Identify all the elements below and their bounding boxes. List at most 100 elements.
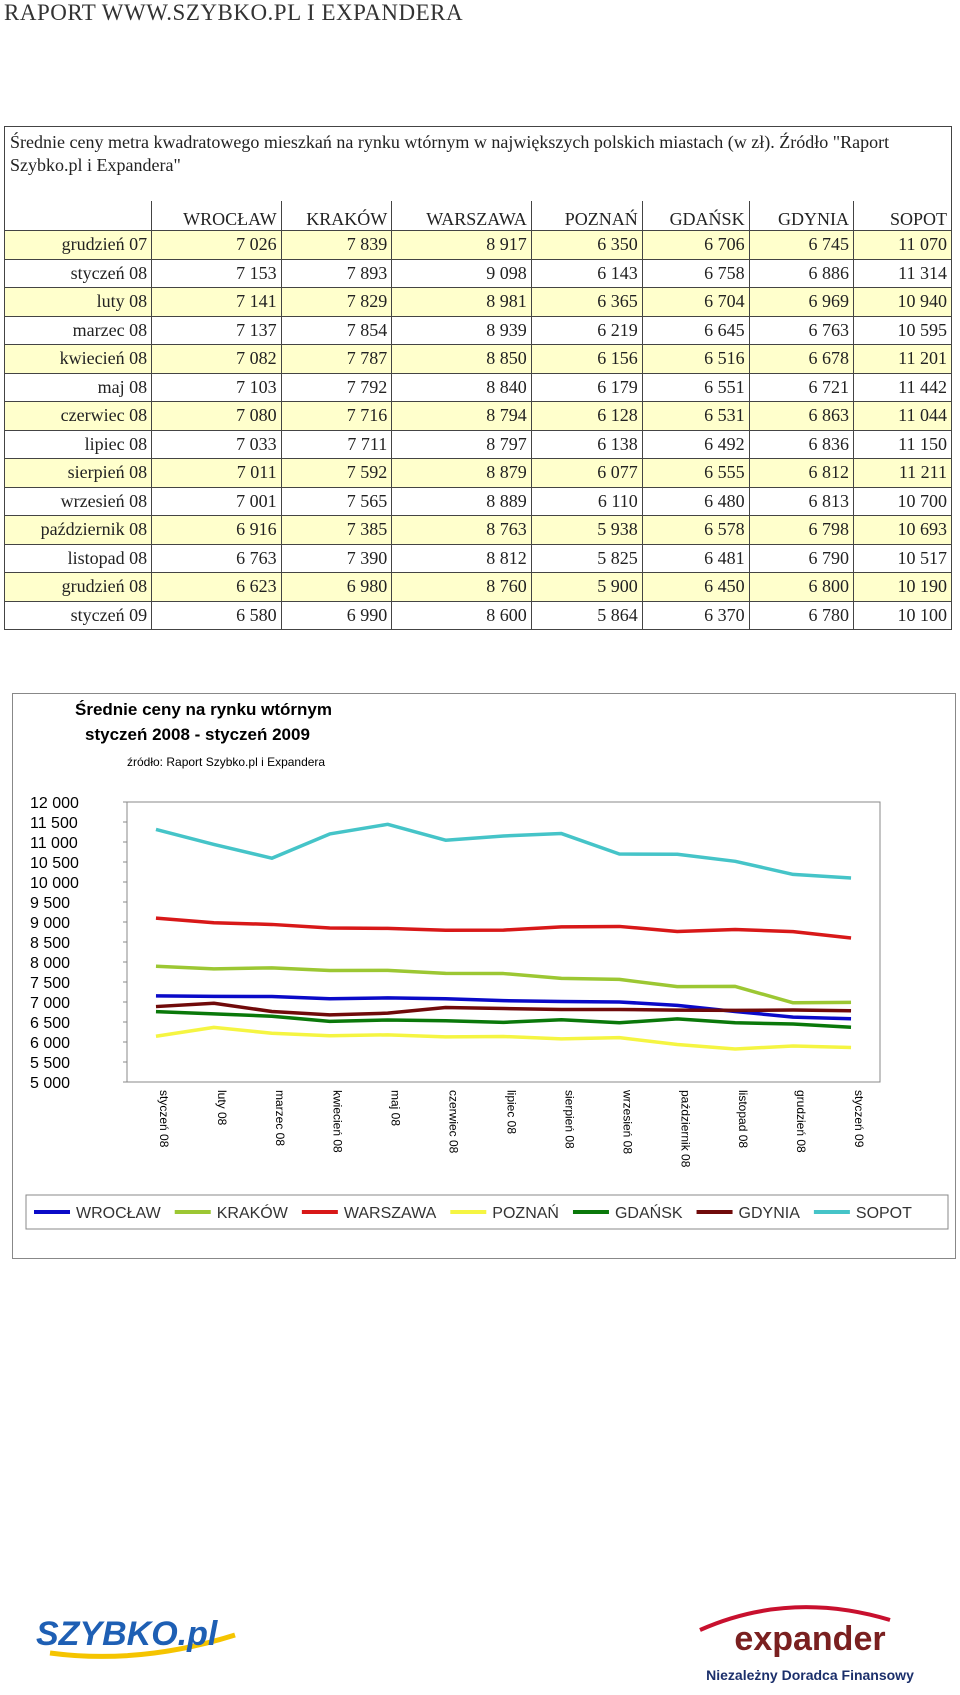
table-cell: 11 314: [852, 258, 953, 288]
table-cell: 10 693: [852, 515, 953, 545]
row-label: czerwiec 08: [3, 401, 153, 431]
table-cell: 6 758: [641, 258, 750, 288]
table-cell: 8 981: [391, 287, 532, 317]
table-cell: 10 517: [852, 543, 953, 573]
table-row: listopad 08 6 763 7 390 8 812 5 825 6 481 6 79…: [3, 543, 953, 573]
header-row: WROCŁAW KRAKÓW WARSZAWA POZNAŃ GDAŃSK GDYNIA S…: [3, 201, 953, 231]
y-tick-label: 9 500: [30, 895, 70, 912]
table-cell: 10 700: [852, 486, 953, 516]
legend-label: KRAKÓW: [217, 1203, 289, 1222]
column-header: GDYNIA: [748, 201, 854, 231]
legend-label: SOPOT: [856, 1205, 912, 1222]
x-tick-label: kwiecień 08: [331, 1090, 345, 1153]
chart: Średnie ceny na rynku wtórnym styczeń 20…: [12, 693, 956, 1259]
table-cell: 8 840: [391, 372, 532, 402]
table-cell: 6 798: [748, 515, 854, 545]
table-cell: 7 390: [280, 543, 393, 573]
table-cell: 6 219: [530, 315, 643, 345]
table-cell: 6 721: [748, 372, 854, 402]
row-label: kwiecień 08: [3, 344, 153, 374]
table-cell: 7 592: [280, 458, 393, 488]
x-tick-label: luty 08: [215, 1090, 229, 1126]
table-cell: 7 565: [280, 486, 393, 516]
table-cell: 6 370: [641, 600, 750, 630]
header-cell: [3, 201, 153, 231]
table-cell: 11 150: [852, 429, 953, 459]
table-cell: 6 645: [641, 315, 750, 345]
table-cell: 7 792: [280, 372, 393, 402]
table-cell: 6 350: [530, 230, 643, 260]
table-cell: 6 678: [748, 344, 854, 374]
x-tick-label: lipiec 08: [505, 1090, 519, 1134]
table-row: maj 08 7 103 7 792 8 840 6 179 6 551 6 721 11 4…: [3, 372, 953, 402]
table-cell: 6 836: [748, 429, 854, 459]
table-cell: 6 555: [641, 458, 750, 488]
series-line: [155, 1001, 852, 1017]
y-tick-label: 11 000: [30, 835, 78, 852]
column-header: WARSZAWA: [391, 201, 532, 231]
table-cell: 5 900: [530, 572, 643, 602]
series-line: [155, 1025, 852, 1051]
table-row: luty 08 7 141 7 829 8 981 6 365 6 704 6 969 10 …: [3, 287, 953, 317]
table-row: czerwiec 08 7 080 7 716 8 794 6 128 6 531 6 86…: [3, 401, 953, 431]
legend-label: GDAŃSK: [615, 1203, 683, 1222]
table-cell: 6 531: [641, 401, 750, 431]
x-tick-label: marzec 08: [273, 1090, 287, 1146]
table-cell: 6 480: [641, 486, 750, 516]
table-cell: 6 580: [151, 600, 282, 630]
table-cell: 6 492: [641, 429, 750, 459]
table-cell: 8 917: [391, 230, 532, 260]
chart-frame: [12, 693, 956, 1259]
row-label: listopad 08: [3, 543, 153, 573]
chart-source: źródło: Raport Szybko.pl i Expandera: [127, 755, 325, 769]
table-cell: 6 980: [280, 572, 393, 602]
price-table: Średnie ceny metra kwadratowego mieszkań…: [3, 126, 953, 630]
table-cell: 6 780: [748, 600, 854, 630]
table-cell: 6 128: [530, 401, 643, 431]
table-row: styczeń 09 6 580 6 990 8 600 5 864 6 370 6 780…: [3, 600, 953, 630]
x-tick-label: wrzesień 08: [620, 1089, 634, 1154]
table-cell: 7 080: [151, 401, 282, 431]
table-cell: 7 141: [151, 287, 282, 317]
x-tick-label: styczeń 09: [852, 1090, 866, 1148]
table-cell: 6 450: [641, 572, 750, 602]
table-cell: 7 082: [151, 344, 282, 374]
table-cell: 6 990: [280, 600, 393, 630]
table-cell: 11 044: [852, 401, 953, 431]
legend-label: GDYNIA: [739, 1205, 801, 1222]
y-tick-label: 7 500: [30, 975, 70, 992]
row-label: grudzień 08: [3, 572, 153, 602]
table-row: grudzień 08 6 623 6 980 8 760 5 900 6 450 6 80…: [3, 572, 953, 602]
row-label: lipiec 08: [3, 429, 153, 459]
column-header: KRAKÓW: [280, 201, 393, 231]
row-label: luty 08: [3, 287, 153, 317]
table-cell: 8 812: [391, 543, 532, 573]
x-tick-label: październik 08: [678, 1090, 692, 1168]
table-cell: 5 825: [530, 543, 643, 573]
y-tick-label: 8 000: [30, 955, 70, 972]
table-cell: 11 070: [852, 230, 953, 260]
table-row: grudzień 07 7 026 7 839 8 917 6 350 6 706 6 74…: [3, 230, 953, 260]
table-cell: 11 442: [852, 372, 953, 402]
table-cell: 6 077: [530, 458, 643, 488]
table-cell: 7 103: [151, 372, 282, 402]
table-cell: 7 033: [151, 429, 282, 459]
table-cell: 8 760: [391, 572, 532, 602]
y-tick-label: 10 500: [30, 855, 79, 872]
table-cell: 8 600: [391, 600, 532, 630]
table-cell: 10 595: [852, 315, 953, 345]
page-title: RAPORT WWW.SZYBKO.PL I EXPANDERA: [4, 0, 464, 25]
table-cell: 10 190: [852, 572, 953, 602]
y-tick-label: 9 000: [30, 915, 70, 932]
logo-text: expander: [734, 1620, 885, 1658]
table-cell: 6 916: [151, 515, 282, 545]
table-cell: 8 889: [391, 486, 532, 516]
table-cell: 6 138: [530, 429, 643, 459]
table-cell: 7 854: [280, 315, 393, 345]
table-cell: 5 864: [530, 600, 643, 630]
table-cell: 6 481: [641, 543, 750, 573]
table-cell: 7 716: [280, 401, 393, 431]
table-cell: 6 143: [530, 258, 643, 288]
table-cell: 6 623: [151, 572, 282, 602]
